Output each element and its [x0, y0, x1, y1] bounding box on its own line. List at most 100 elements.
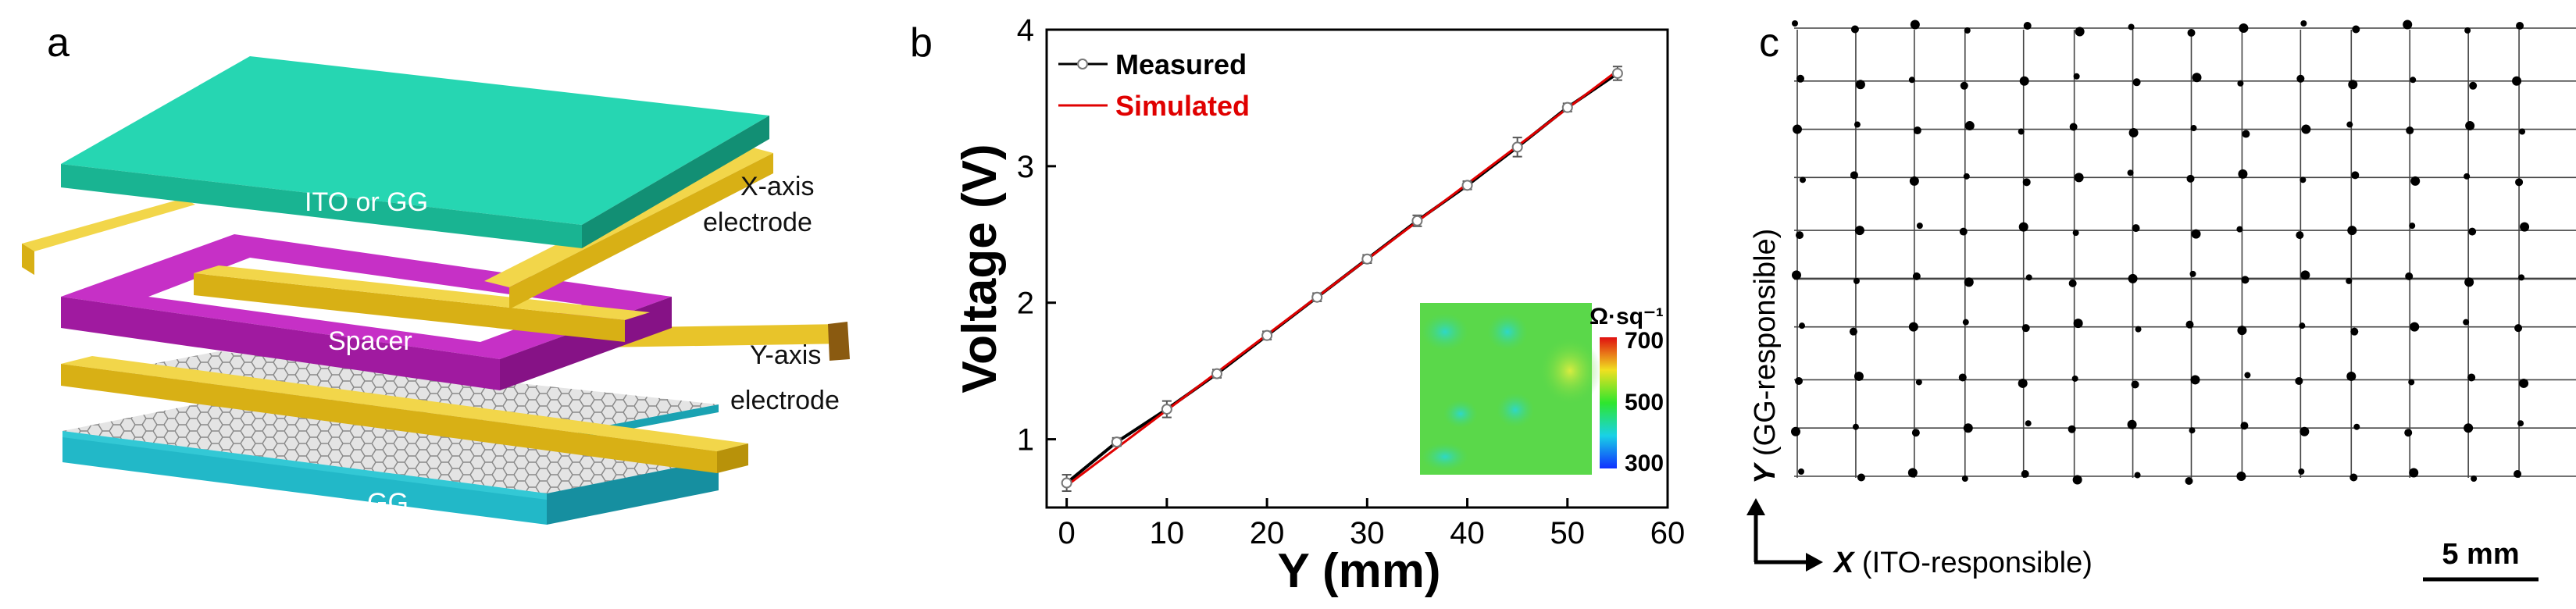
- touch-point: [2352, 25, 2360, 34]
- x-tick-label: 20: [1250, 516, 1285, 550]
- touch-point: [2464, 277, 2474, 287]
- touch-point: [2185, 477, 2193, 485]
- touch-point: [2238, 169, 2248, 179]
- touch-point: [2021, 470, 2029, 478]
- touch-point: [2187, 29, 2196, 37]
- y-axis-label: Voltage (V): [953, 144, 1007, 393]
- measured-point: [1511, 141, 1523, 153]
- panel-b-label: b: [910, 20, 933, 66]
- touch-point: [2298, 468, 2305, 475]
- touch-point: [2406, 126, 2414, 135]
- touch-point: [1907, 468, 1918, 478]
- touch-point: [1909, 176, 1919, 186]
- panel-c-touch-map: c Y (GG-responsible) X (ITO-responsible)…: [1718, 0, 2576, 609]
- touch-point: [2189, 270, 2196, 277]
- touch-point: [2464, 173, 2471, 180]
- legend-measured-label: Measured: [1115, 48, 1247, 80]
- touch-point: [2241, 276, 2250, 284]
- touch-point: [1959, 227, 1968, 236]
- inset-spot: [1539, 337, 1601, 405]
- measured-point: [1311, 291, 1323, 303]
- touch-point: [1964, 27, 1971, 34]
- y-tick-label: 1: [1017, 423, 1034, 458]
- touch-point: [2514, 324, 2523, 333]
- x-axis-label: Y (mm): [1277, 544, 1440, 598]
- touch-point: [1962, 319, 1969, 326]
- x-tick-label: 30: [1350, 516, 1385, 550]
- touch-point: [2346, 371, 2357, 381]
- touch-point: [1915, 379, 1922, 386]
- y-axis-electrode: [61, 356, 748, 473]
- bottom-gg-layer: [62, 397, 719, 525]
- touch-point: [2068, 425, 2076, 433]
- x-tick-label: 60: [1650, 516, 1686, 550]
- touch-point: [2071, 375, 2078, 382]
- touch-point: [1850, 25, 1859, 34]
- touch-point: [2128, 273, 2138, 283]
- touch-point: [1911, 429, 1920, 437]
- touch-point: [2348, 80, 2358, 90]
- touch-point: [1800, 176, 1806, 183]
- inset-spot: [1422, 443, 1468, 471]
- touch-point: [2190, 375, 2200, 385]
- touch-point: [1849, 327, 1857, 336]
- touch-point: [2018, 378, 2028, 388]
- touch-point: [1964, 121, 1975, 131]
- measured-point: [1211, 368, 1222, 379]
- x-tick-label: 40: [1450, 516, 1485, 550]
- touch-point: [2131, 380, 2139, 389]
- touch-point: [1854, 226, 1864, 236]
- inset-tick-300: 300: [1625, 451, 1664, 476]
- touch-points: [1791, 20, 2530, 485]
- measured-point: [1561, 102, 1573, 113]
- touch-point: [2410, 322, 2420, 332]
- touch-point: [2403, 20, 2413, 30]
- touch-point: [2127, 169, 2134, 176]
- touch-point: [2351, 171, 2360, 180]
- touch-point: [1961, 475, 1968, 482]
- touch-point: [2023, 22, 2032, 30]
- y-axis-caption-italic: Y: [1749, 461, 1782, 484]
- x-tick-label: 10: [1150, 516, 1185, 550]
- touch-point: [2025, 274, 2032, 281]
- touch-grid: [1794, 27, 2576, 478]
- touch-point: [2069, 123, 2078, 131]
- touch-point: [1796, 74, 1804, 83]
- touch-point: [1854, 121, 1861, 128]
- touch-point: [1857, 473, 1865, 482]
- y-axis-electrode-label-line2: electrode: [730, 386, 840, 415]
- axis-arrows: [1746, 498, 1823, 572]
- legend-simulated-label: Simulated: [1115, 90, 1250, 122]
- touch-point: [2190, 125, 2197, 132]
- touch-point: [2244, 372, 2251, 379]
- touch-point: [2073, 319, 2083, 329]
- touch-point: [1793, 124, 1802, 134]
- sheet-resistance-inset: Ω·sq⁻¹ 700 500 300: [1420, 303, 1664, 476]
- inset-spot: [1422, 313, 1468, 351]
- touch-point: [2512, 76, 2522, 86]
- x-axis-electrode-label-line1: X-axis: [740, 172, 814, 201]
- touch-point: [2346, 277, 2353, 284]
- x-axis-electrode: [22, 147, 773, 342]
- touch-point: [1913, 126, 1921, 135]
- touch-point: [2519, 378, 2529, 388]
- touch-point: [1910, 20, 1920, 30]
- touch-point: [2295, 376, 2303, 385]
- plot-series: [1061, 66, 1623, 493]
- inset-spot: [1497, 393, 1534, 427]
- y-tick-label: 4: [1017, 13, 1034, 48]
- touch-point: [2134, 472, 2141, 479]
- touch-point: [2347, 226, 2357, 236]
- touch-point: [1855, 80, 1865, 90]
- touch-point: [1963, 173, 1970, 180]
- touch-point: [2240, 422, 2249, 430]
- touch-point: [2019, 76, 2029, 86]
- y-arrow-icon: [1746, 498, 1765, 515]
- touch-point: [2296, 231, 2304, 240]
- touch-point: [2464, 423, 2474, 433]
- inset-colorbar: [1600, 337, 1617, 468]
- touch-point: [2189, 427, 2196, 434]
- measured-point: [1411, 215, 1423, 226]
- touch-point: [2465, 121, 2475, 131]
- inset-tick-500: 500: [1625, 390, 1664, 415]
